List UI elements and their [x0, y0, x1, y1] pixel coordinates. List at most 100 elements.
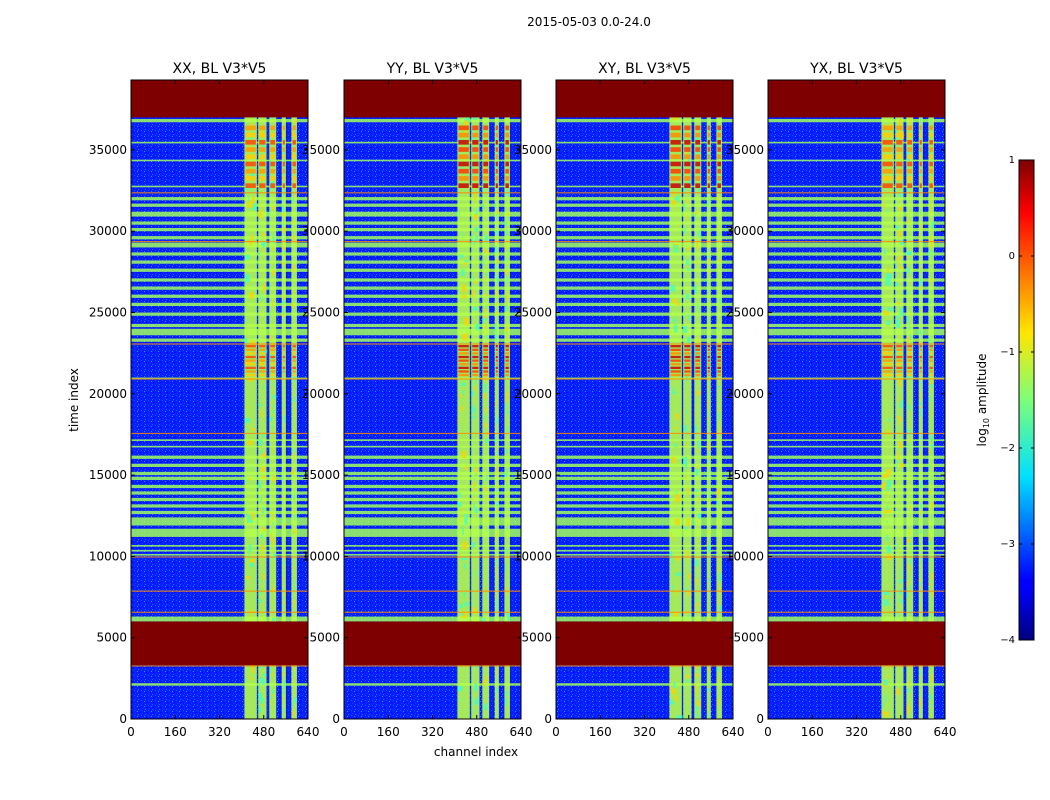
rfi-texture [930, 118, 932, 124]
rfi-hotspot [919, 183, 922, 188]
rfi-hotspot [695, 359, 701, 362]
rfi-texture [930, 203, 932, 207]
rfi-hotspot [505, 366, 509, 370]
band-line [344, 312, 521, 316]
rfi-texture [929, 488, 931, 496]
rfi-texture [495, 332, 498, 339]
rfi-texture [260, 698, 264, 704]
rfi-texture [687, 247, 691, 251]
rfi-stripe [258, 80, 267, 719]
rfi-texture [271, 694, 273, 701]
rfi-hotspot [707, 370, 710, 373]
rfi-texture [706, 130, 708, 134]
rfi-texture [695, 468, 699, 476]
rfi-texture [506, 143, 508, 150]
rfi-hotspot [707, 355, 710, 359]
rfi-texture [717, 248, 719, 255]
rfi-texture [886, 267, 890, 274]
rfi-texture [886, 505, 888, 513]
rfi-texture [248, 196, 250, 203]
rfi-texture [272, 475, 276, 483]
rfi-hotspot [292, 366, 296, 370]
rfi-texture [887, 664, 889, 671]
rfi-texture [895, 362, 897, 369]
rfi-texture [928, 351, 930, 357]
rfi-texture [250, 610, 255, 613]
rfi-texture [262, 673, 267, 677]
rfi-texture [919, 446, 921, 450]
rfi-hotspot [707, 363, 710, 366]
rfi-hotspot [929, 363, 933, 366]
band-line [768, 119, 945, 123]
rfi-texture [674, 518, 680, 525]
rfi-texture [687, 314, 690, 321]
rfi-hotspot [907, 370, 913, 373]
accent-line [768, 343, 945, 345]
rfi-hotspot [495, 359, 498, 362]
rfi-texture [906, 151, 910, 155]
rfi-texture [485, 595, 487, 600]
rfi-texture [930, 277, 933, 282]
rfi-texture [929, 164, 933, 171]
rfi-texture [918, 338, 920, 344]
rfi-texture [698, 539, 700, 543]
rfi-texture [260, 206, 262, 213]
rfi-texture [482, 247, 485, 252]
rfi-hotspot [292, 355, 296, 359]
rfi-texture [719, 233, 721, 237]
rfi-texture [883, 310, 890, 316]
x-tick-label: 160 [801, 725, 824, 739]
rfi-texture [929, 541, 932, 546]
rfi-hotspot [472, 147, 479, 152]
rfi-stripe [471, 80, 480, 719]
band-line [131, 491, 308, 495]
band-line [344, 484, 521, 489]
y-tick-label: 5000 [309, 631, 340, 645]
rfi-texture [707, 241, 709, 247]
rfi-hotspot [882, 154, 893, 160]
rfi-hotspot [695, 161, 701, 167]
rfi-texture [271, 401, 273, 406]
rfi-texture [697, 303, 699, 308]
rfi-texture [930, 614, 932, 619]
flagged-region [344, 621, 521, 666]
rfi-texture [883, 711, 890, 718]
rfi-hotspot [717, 363, 721, 366]
band-line [344, 545, 521, 547]
x-tick-label: 320 [208, 725, 231, 739]
rfi-texture [505, 243, 507, 252]
rfi-texture [708, 717, 710, 719]
rfi-hotspot [259, 132, 266, 138]
rfi-hotspot [259, 183, 266, 188]
band-line [344, 528, 521, 537]
rfi-texture [505, 295, 509, 301]
rfi-texture [464, 465, 467, 471]
rfi-hotspot [270, 366, 276, 370]
rfi-texture [259, 404, 263, 407]
rfi-texture [908, 251, 911, 260]
rfi-texture [474, 507, 478, 514]
rfi-texture [907, 665, 909, 672]
rfi-texture [462, 405, 464, 414]
accent-line [344, 343, 521, 345]
rfi-texture [907, 688, 910, 693]
rfi-texture [484, 384, 487, 393]
rfi-hotspot [472, 132, 479, 138]
rfi-texture [707, 459, 710, 462]
band-line [131, 338, 308, 342]
rfi-hotspot [458, 366, 469, 370]
rfi-texture [671, 556, 673, 565]
rfi-texture [461, 269, 465, 276]
panel-title: XY, BL V3*V5 [598, 61, 691, 77]
rfi-texture [672, 367, 674, 372]
band-line [344, 286, 521, 290]
rfi-texture [694, 673, 698, 678]
rfi-texture [261, 544, 265, 551]
rfi-texture [485, 529, 487, 533]
rfi-hotspot [896, 355, 903, 359]
rfi-texture [886, 546, 892, 553]
rfi-hotspot [505, 370, 509, 373]
rfi-texture [673, 443, 679, 448]
band-line [556, 517, 733, 526]
y-tick-label: 25000 [302, 306, 340, 320]
